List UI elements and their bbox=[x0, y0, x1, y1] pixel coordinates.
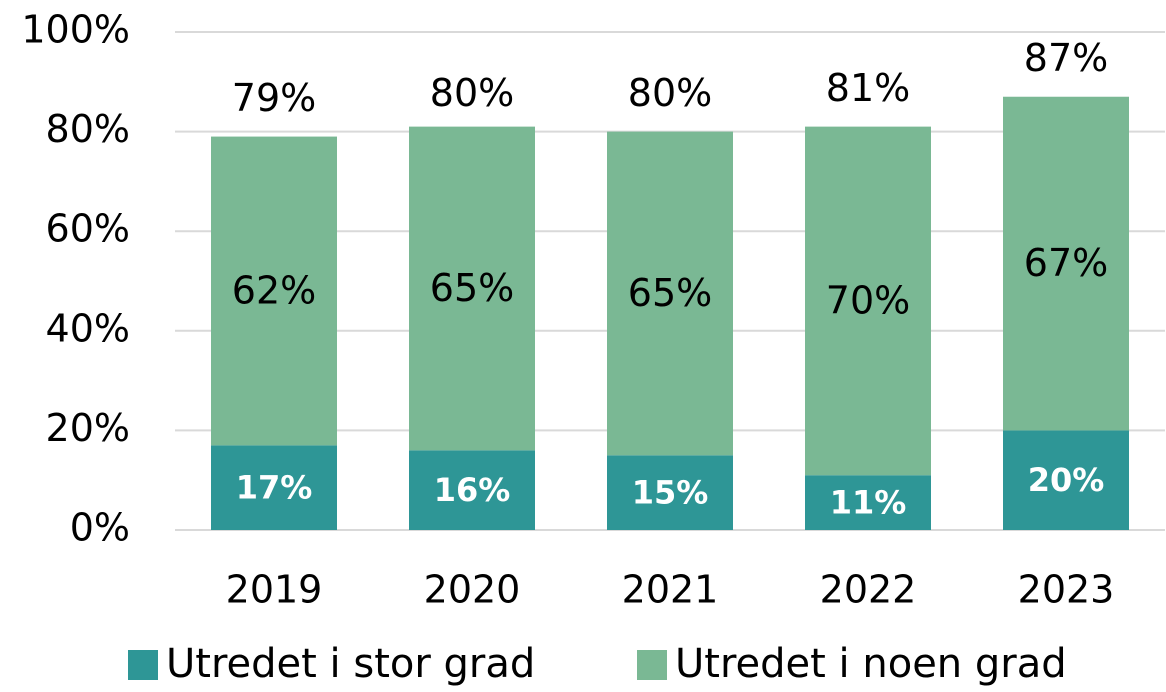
y-tick-label: 80% bbox=[46, 107, 130, 151]
legend-swatch bbox=[637, 650, 667, 680]
bar-segment bbox=[607, 131, 733, 456]
bar-segment bbox=[805, 475, 931, 530]
bar-segment bbox=[409, 126, 535, 451]
data-label: 16% bbox=[434, 471, 511, 509]
bar-segment bbox=[805, 126, 931, 476]
data-label: 65% bbox=[628, 271, 712, 315]
y-tick-label: 60% bbox=[46, 207, 130, 251]
bar-segment bbox=[607, 455, 733, 530]
data-label: 15% bbox=[632, 474, 709, 512]
y-tick-label: 20% bbox=[46, 406, 130, 450]
total-label: 79% bbox=[232, 76, 316, 120]
y-tick-label: 0% bbox=[70, 506, 130, 550]
data-label: 20% bbox=[1028, 461, 1105, 499]
bar-segment bbox=[1003, 430, 1129, 530]
legend-label: Utredet i stor grad bbox=[166, 641, 535, 687]
data-label: 11% bbox=[830, 484, 907, 522]
y-tick-label: 40% bbox=[46, 306, 130, 350]
legend-label: Utredet i noen grad bbox=[675, 641, 1067, 687]
y-tick-label: 100% bbox=[21, 8, 130, 52]
total-label: 81% bbox=[826, 66, 910, 110]
data-label: 62% bbox=[232, 268, 316, 312]
x-tick-label: 2020 bbox=[424, 568, 521, 612]
data-label: 17% bbox=[236, 469, 313, 507]
bar-segment bbox=[211, 136, 337, 446]
total-label: 80% bbox=[628, 71, 712, 115]
x-tick-label: 2019 bbox=[226, 568, 323, 612]
x-tick-label: 2022 bbox=[820, 568, 917, 612]
bar-segment bbox=[409, 450, 535, 530]
total-label: 80% bbox=[430, 71, 514, 115]
bar-segment bbox=[211, 445, 337, 530]
x-tick-label: 2023 bbox=[1018, 568, 1115, 612]
data-label: 70% bbox=[826, 278, 910, 322]
x-tick-label: 2021 bbox=[622, 568, 719, 612]
data-label: 65% bbox=[430, 266, 514, 310]
data-label: 67% bbox=[1024, 241, 1108, 285]
total-label: 87% bbox=[1024, 36, 1108, 80]
bar-segment bbox=[1003, 96, 1129, 431]
legend-swatch bbox=[128, 650, 158, 680]
